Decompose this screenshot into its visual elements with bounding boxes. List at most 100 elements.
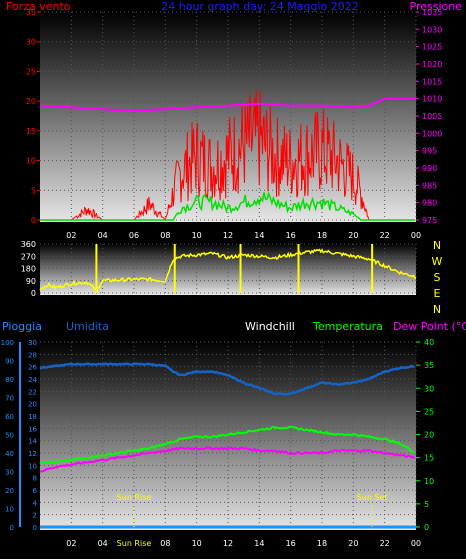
humidity-tick-label: 14 — [28, 438, 37, 446]
direction-tick-label: 0 — [31, 289, 36, 298]
windchill-label: Windchill — [245, 320, 295, 333]
humidity-tick-label: 20 — [28, 401, 37, 409]
wind-tick-label: 0 — [31, 216, 36, 225]
wind-series — [39, 89, 416, 222]
wind-tick-label: 5 — [31, 186, 36, 195]
compass-label: S — [434, 271, 441, 284]
humidity-tick-label: 30 — [28, 339, 37, 347]
sun-set-label: Sun Set — [357, 493, 388, 502]
wind-left-ticks: 0 5 10 15 20 25 30 35 — [26, 8, 40, 225]
temperature-line — [39, 425, 415, 465]
pressure-tick-label: 1020 — [422, 60, 442, 69]
direction-tick-label: 180 — [21, 265, 36, 274]
humidity-tick-label: 10 — [28, 462, 37, 470]
hour-tick-label: 14 — [254, 231, 264, 240]
pressure-tick-label: 1035 — [422, 8, 442, 17]
rain-tick-label: 70 — [5, 395, 14, 403]
wind-direction-line — [39, 248, 417, 292]
hour-tick-label: 08 — [160, 539, 170, 548]
humidity-tick-label: 8 — [33, 475, 37, 483]
temperature-tick-label: 35 — [424, 361, 434, 370]
pressure-tick-label: 1000 — [422, 129, 442, 138]
pressure-tick-label: 1010 — [422, 95, 442, 104]
hour-tick-label: Sun Rise — [117, 539, 152, 548]
rain-tick-label: 100 — [1, 339, 14, 347]
temperature-tick-label: 15 — [424, 454, 434, 463]
wind-tick-label: 35 — [26, 8, 36, 17]
wind-tick-label: 15 — [26, 127, 36, 136]
humidity-tick-label: 12 — [28, 450, 37, 458]
wind-tick-label: 10 — [26, 157, 36, 166]
hour-tick-label: 06 — [129, 231, 139, 240]
humidity-tick-label: 24 — [28, 376, 37, 384]
pressure-tick-label: 1015 — [422, 77, 442, 86]
hour-tick-label: 02 — [66, 231, 76, 240]
hour-tick-label: 12 — [223, 539, 233, 548]
hour-tick-label: 00 — [411, 539, 421, 548]
rain-ticks: 0 10 20 30 40 50 60 70 80 90 100 — [1, 339, 14, 532]
pressure-tick-label: 1025 — [422, 43, 442, 52]
humidity-axis-title: Umidita — [66, 320, 109, 333]
wind-tick-label: 20 — [26, 97, 36, 106]
temperature-ticks: 0 5 10 15 20 25 30 35 40 — [416, 338, 434, 532]
hour-tick-label: 04 — [98, 539, 108, 548]
rain-axis-title: Pioggia — [2, 320, 42, 333]
temperature-tick-label: 10 — [424, 477, 434, 486]
pressure-line — [39, 97, 416, 112]
pressure-tick-label: 990 — [422, 164, 437, 173]
humidity-tick-label: 18 — [28, 413, 37, 421]
pressure-tick-label: 1030 — [422, 25, 442, 34]
humidity-tick-label: 28 — [28, 351, 37, 359]
humidity-tick-label: 26 — [28, 364, 37, 372]
wind-tick-label: 25 — [26, 67, 36, 76]
rain-tick-label: 30 — [5, 469, 14, 477]
pressure-tick-label: 1005 — [422, 112, 442, 121]
hour-tick-label: 00 — [411, 231, 421, 240]
humidity-tick-label: 22 — [28, 388, 37, 396]
dewpoint-line — [40, 446, 416, 473]
direction-tick-label: 270 — [21, 252, 36, 261]
wind-right-ticks: 975 980 985 990 995 1000 1005 1010 1015 1020 1025 1… — [416, 8, 442, 225]
hour-tick-label: 10 — [192, 539, 202, 548]
rain-tick-label: 10 — [5, 506, 14, 514]
rain-tick-label: 40 — [5, 450, 14, 458]
humidity-tick-label: 4 — [33, 499, 38, 507]
temperature-tick-label: 30 — [424, 384, 434, 393]
compass-label: N — [433, 239, 441, 252]
dewpoint-label: Dew Point (°C) — [393, 320, 466, 333]
temperature-label: Temperatura — [312, 320, 383, 333]
weather-series — [39, 362, 416, 529]
humidity-tick-label: 0 — [33, 524, 37, 532]
hour-tick-label: 16 — [286, 231, 296, 240]
hour-tick-label: 12 — [223, 231, 233, 240]
hour-tick-label: 16 — [286, 539, 296, 548]
hour-tick-label: 02 — [66, 539, 76, 548]
pressure-tick-label: 980 — [422, 199, 437, 208]
direction-tick-label: 360 — [21, 240, 36, 249]
direction-series — [39, 244, 417, 293]
temperature-tick-label: 20 — [424, 431, 434, 440]
rain-tick-label: 20 — [5, 487, 14, 495]
rain-tick-label: 0 — [10, 524, 14, 532]
hour-tick-label: 22 — [380, 231, 390, 240]
compass-label: N — [433, 303, 441, 316]
direction-tick-label: 90 — [26, 277, 36, 286]
wind-tick-label: 30 — [26, 38, 36, 47]
humidity-line — [39, 362, 415, 396]
temperature-tick-label: 25 — [424, 407, 434, 416]
rain-tick-label: 60 — [5, 413, 14, 421]
hour-labels-top: 02 04 06 08 10 12 14 16 18 20 22 00 — [66, 231, 421, 240]
temperature-tick-label: 5 — [424, 500, 429, 509]
chart-title: 24 hour graph day: 24 Maggio 2022 — [161, 0, 358, 13]
sun-markers: Sun Rise Sun Set — [117, 493, 388, 527]
temperature-tick-label: 0 — [424, 523, 429, 532]
rain-tick-label: 90 — [5, 358, 14, 366]
hour-tick-label: 22 — [380, 539, 390, 548]
hour-tick-label: 18 — [317, 231, 327, 240]
hour-tick-label: 20 — [348, 539, 358, 548]
temperature-tick-label: 40 — [424, 338, 434, 347]
humidity-tick-label: 2 — [33, 512, 37, 520]
